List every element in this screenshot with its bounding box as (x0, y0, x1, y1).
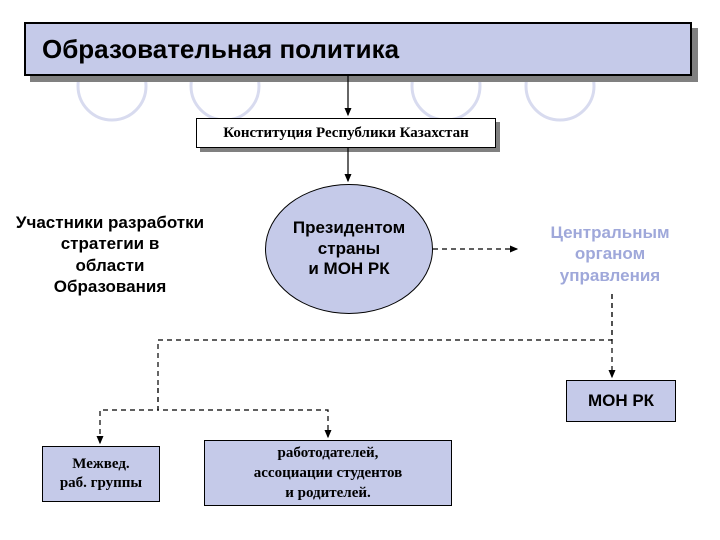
mon-rk-text: МОН РК (588, 391, 654, 411)
center-bottom-box: работодателей, ассоциации студентов и ро… (204, 440, 452, 506)
title-text: Образовательная политика (42, 34, 399, 65)
center-bottom-text: работодателей, ассоциации студентов и ро… (254, 443, 402, 504)
title-box: Образовательная политика (24, 22, 692, 76)
right-central-text: Центральным органом управления (520, 222, 700, 286)
constitution-text: Конституция Республики Казахстан (223, 125, 469, 142)
left-bottom-text: Межвед. раб. группы (60, 455, 142, 494)
left-participants-text: Участники разработки стратегии в области… (0, 212, 220, 297)
mon-rk-box: МОН РК (566, 380, 676, 422)
president-text: Президентом страны и МОН РК (282, 216, 417, 281)
constitution-box: Конституция Республики Казахстан (196, 118, 496, 148)
president-ellipse: Президентом страны и МОН РК (265, 184, 433, 314)
left-bottom-box: Межвед. раб. группы (42, 446, 160, 502)
